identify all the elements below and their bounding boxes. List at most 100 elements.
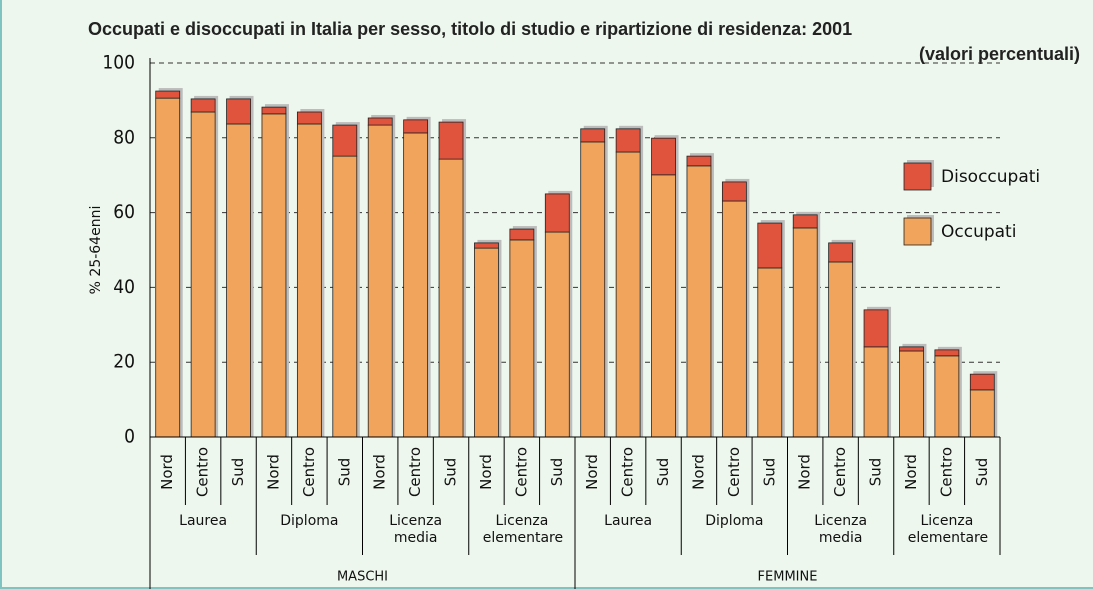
group-label-box: Licenza elementare [907, 513, 989, 546]
bar-segment [651, 137, 676, 176]
legend-label: Occupati [941, 222, 1016, 242]
y-tick-label: 0 [124, 426, 135, 448]
bar-segment [792, 214, 818, 229]
bar-segment [934, 355, 960, 438]
bar-segment [261, 106, 287, 115]
group-label-box: Laurea [179, 513, 228, 529]
group-label: Laurea [179, 513, 228, 529]
bar-segment [261, 113, 287, 438]
x-tick-label: Nord [796, 454, 814, 490]
bar-segment [863, 346, 889, 438]
bar-segment [721, 181, 747, 202]
y-axis-label: % 25-64enni [88, 206, 104, 295]
group-label-box: Laurea [604, 513, 653, 529]
bar-segment [757, 267, 783, 438]
supergroup-label: FEMMINE [758, 570, 818, 585]
group-label: Laurea [604, 513, 653, 529]
bar-segment [403, 119, 429, 134]
bar-segment [934, 349, 960, 357]
bar-segment [155, 90, 181, 99]
chart-subtitle: (valori percentuali) [919, 44, 1080, 64]
bar-segment [828, 242, 854, 263]
bar-segment [686, 165, 712, 438]
x-tick-label: Nord [158, 454, 176, 490]
group-label-box: Licenza elementare [482, 513, 564, 546]
bar-segment [863, 309, 889, 348]
supergroup-label: MASCHI [337, 570, 388, 585]
bar-segment [332, 124, 358, 157]
x-tick-label: Sud [229, 458, 247, 487]
bar-segment [367, 124, 393, 438]
legend-swatch [903, 162, 932, 191]
group-label: Licenza media [389, 513, 443, 546]
x-tick-label: Nord [902, 454, 920, 490]
bar-segment [190, 98, 216, 113]
bar-segment [615, 151, 641, 438]
bar-segment [474, 242, 499, 249]
x-tick-label: Centro [725, 447, 743, 497]
bar-segment [686, 155, 712, 167]
x-tick-label: Centro [831, 447, 849, 497]
y-tick-label: 80 [113, 126, 135, 148]
y-tick-label: 100 [102, 52, 135, 74]
bar-segment [651, 174, 676, 438]
bar-segment [580, 128, 606, 143]
group-label: Diploma [280, 513, 339, 529]
group-label-box: Diploma [280, 513, 339, 529]
chart-title: Occupati e disoccupati in Italia per ses… [88, 19, 852, 39]
bar-segment [509, 239, 535, 438]
x-tick-label: Centro [406, 447, 424, 497]
x-tick-label: Centro [619, 447, 637, 497]
bar-segment [757, 222, 783, 269]
bar-segment [721, 200, 747, 438]
x-tick-label: Nord [371, 454, 389, 490]
y-tick-label: 20 [113, 351, 135, 373]
legend-label: Disoccupati [941, 167, 1040, 187]
x-tick-label: Sud [867, 458, 885, 487]
legend-swatch [903, 217, 932, 246]
bar-segment [403, 132, 429, 438]
x-tick-label: Centro [300, 447, 318, 497]
x-tick-label: Sud [760, 458, 778, 487]
group-label: Diploma [705, 513, 764, 529]
x-tick-label: Centro [937, 447, 955, 497]
x-tick-label: Nord [689, 454, 707, 490]
bar-segment [899, 350, 924, 438]
group-label-box: Diploma [705, 513, 764, 529]
bar-segment [367, 117, 393, 126]
bar-segment [474, 247, 499, 438]
x-tick-label: Nord [264, 454, 282, 490]
bar-segment [615, 128, 641, 153]
bar-segment [509, 228, 535, 241]
x-tick-label: Nord [583, 454, 601, 490]
bar-segment [296, 123, 322, 438]
x-tick-label: Sud [442, 458, 460, 487]
bar-segment [969, 389, 995, 438]
bar-segment [828, 261, 854, 438]
group-label: Licenza media [814, 513, 868, 546]
x-tick-label: Sud [654, 458, 672, 487]
group-label: Licenza elementare [482, 513, 564, 546]
bar-segment [226, 123, 251, 438]
x-tick-label: Centro [512, 447, 530, 497]
x-tick-label: Sud [973, 458, 991, 487]
group-label-box: Licenza media [814, 513, 868, 546]
bar-segment [332, 155, 358, 438]
x-tick-label: Centro [194, 447, 212, 497]
y-tick-label: 60 [113, 201, 135, 223]
bar-segment [792, 227, 818, 438]
bar-segment [969, 373, 995, 391]
y-tick-label: 40 [113, 276, 135, 298]
bar-segment [438, 158, 464, 438]
x-tick-label: Sud [548, 458, 566, 487]
group-label: Licenza elementare [907, 513, 989, 546]
bar-segment [296, 111, 322, 125]
bar-segment [544, 231, 570, 438]
bar-segment [155, 97, 181, 438]
bar-segment [580, 141, 606, 438]
bar-segment [544, 193, 570, 233]
bar-segment [899, 346, 924, 352]
bar-segment [438, 121, 464, 160]
bar-segment [190, 111, 216, 438]
group-label-box: Licenza media [389, 513, 443, 546]
